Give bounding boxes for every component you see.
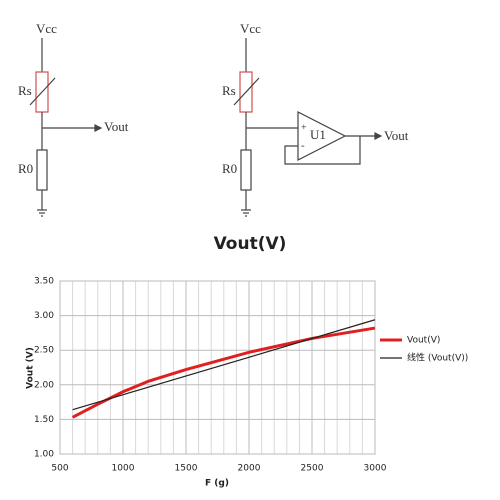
resistor-label: R0	[222, 161, 237, 176]
y-tick-label: 2.50	[34, 346, 54, 356]
y-tick-label: 1.50	[34, 415, 54, 425]
x-tick-label: 1500	[175, 464, 198, 474]
supply-label: Vcc	[240, 21, 261, 36]
legend-label: 线性 (Vout(V))	[407, 352, 468, 364]
legend-label: Vout(V)	[407, 336, 440, 346]
supply-label: Vcc	[36, 21, 57, 36]
plot-area	[59, 280, 376, 455]
sensor-arrow	[29, 77, 56, 106]
x-tick-label: 1000	[112, 464, 135, 474]
series-line	[71, 326, 376, 419]
sensor-arrow	[233, 77, 260, 106]
x-tick-label: 500	[51, 464, 68, 474]
y-tick-label: 3.50	[34, 277, 54, 287]
chart-title: Vout(V)	[214, 234, 287, 254]
circuit-left: Vcc Rs Vout R0	[18, 21, 129, 217]
x-tick-label: 2000	[238, 464, 261, 474]
plus-label: +	[301, 122, 307, 133]
sensor-label: Rs	[18, 83, 32, 98]
output-label: Vout	[384, 128, 409, 143]
chart: Vout(V) F (g) Vout (V) 500 1000 1500 2000 25…	[26, 234, 469, 489]
opamp-label: U1	[310, 127, 326, 142]
x-tick-label: 2500	[301, 464, 324, 474]
resistor-label: R0	[18, 161, 33, 176]
series-line	[72, 319, 376, 411]
resistor	[36, 149, 48, 191]
y-tick-label: 3.00	[34, 311, 54, 321]
sensor-label: Rs	[222, 83, 236, 98]
y-tick-label: 2.00	[34, 380, 54, 390]
output-label: Vout	[104, 119, 129, 134]
y-tick-label: 1.00	[34, 450, 54, 460]
circuit-right: Vcc Rs + - U1 Vout R0	[222, 21, 409, 217]
x-axis-label: F (g)	[205, 479, 229, 489]
opamp	[297, 111, 347, 161]
y-axis-label: Vout (V)	[26, 347, 36, 389]
feedback-wire	[284, 136, 361, 165]
arrow	[374, 132, 383, 140]
x-tick-label: 3000	[364, 464, 387, 474]
minus-label: -	[301, 140, 305, 152]
resistor	[240, 149, 252, 191]
arrow	[94, 124, 103, 132]
